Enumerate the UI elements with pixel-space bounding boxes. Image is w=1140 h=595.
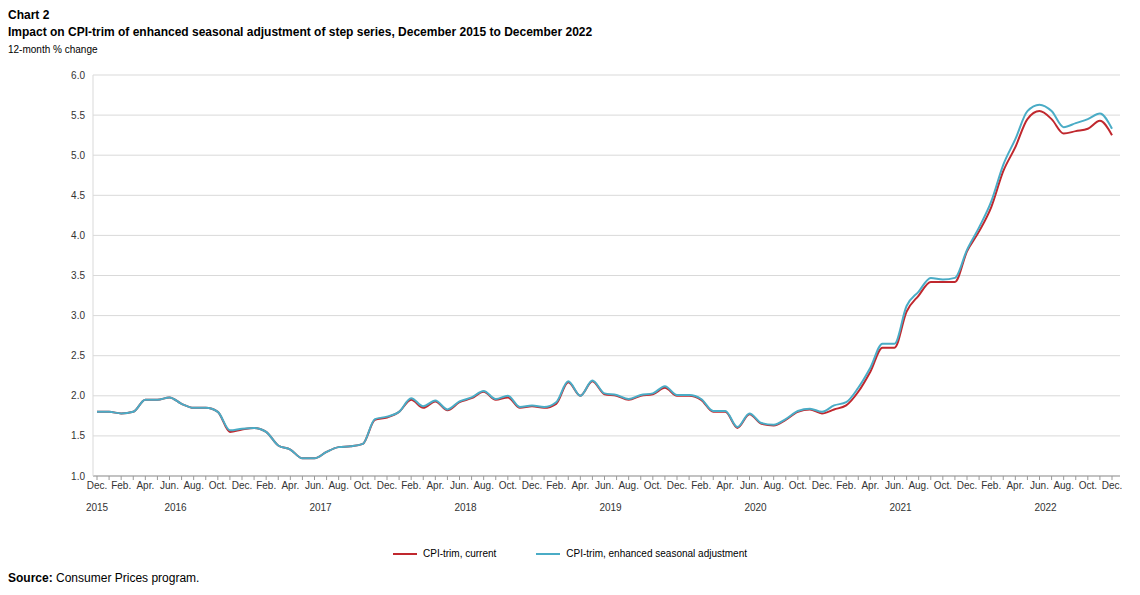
svg-text:Apr.: Apr. [426, 480, 444, 491]
svg-text:Jun.: Jun. [305, 480, 324, 491]
svg-text:Apr.: Apr. [716, 480, 734, 491]
svg-text:Jun.: Jun. [1030, 480, 1049, 491]
svg-text:Jun.: Jun. [160, 480, 179, 491]
svg-text:2.0: 2.0 [71, 390, 85, 401]
html-text:Impact on CPI-trim of enhanced: Impact on CPI-trim of enhanced seasonal … [8, 25, 593, 39]
svg-text:2.5: 2.5 [71, 350, 85, 361]
svg-text:Dec.: Dec. [522, 480, 543, 491]
svg-text:Oct.: Oct. [644, 480, 662, 491]
svg-text:Dec.: Dec. [1102, 480, 1123, 491]
svg-text:Feb.: Feb. [401, 480, 421, 491]
svg-text:Jun.: Jun. [885, 480, 904, 491]
svg-text:3.0: 3.0 [71, 310, 85, 321]
svg-text:2017: 2017 [309, 502, 332, 513]
svg-text:Apr.: Apr. [1006, 480, 1024, 491]
svg-text:Feb.: Feb. [256, 480, 276, 491]
svg-text:Aug.: Aug. [473, 480, 494, 491]
svg-text:Jun.: Jun. [740, 480, 759, 491]
svg-text:1.0: 1.0 [71, 471, 85, 482]
svg-text:2019: 2019 [599, 502, 622, 513]
svg-text:Dec.: Dec. [232, 480, 253, 491]
svg-text:Dec.: Dec. [87, 480, 108, 491]
svg-text:Oct.: Oct. [354, 480, 372, 491]
svg-text:Aug.: Aug. [763, 480, 784, 491]
svg-text:2015: 2015 [86, 502, 109, 513]
svg-text:2018: 2018 [454, 502, 477, 513]
svg-text:2020: 2020 [744, 502, 767, 513]
svg-text:3.5: 3.5 [71, 270, 85, 281]
svg-text:2016: 2016 [164, 502, 187, 513]
svg-text:Dec.: Dec. [377, 480, 398, 491]
svg-text:5.0: 5.0 [71, 150, 85, 161]
svg-text:Jun.: Jun. [450, 480, 469, 491]
svg-text:Dec.: Dec. [957, 480, 978, 491]
svg-text:Aug.: Aug. [328, 480, 349, 491]
html-text:Chart 2: Chart 2 [8, 8, 50, 22]
svg-text:4.5: 4.5 [71, 190, 85, 201]
svg-text:Apr.: Apr. [861, 480, 879, 491]
svg-text:Aug.: Aug. [908, 480, 929, 491]
svg-text:Feb.: Feb. [836, 480, 856, 491]
svg-text:Feb.: Feb. [981, 480, 1001, 491]
svg-text:2021: 2021 [889, 502, 912, 513]
html-text:Source: Consumer Prices progra: Source: Consumer Prices program. [8, 571, 200, 585]
svg-text:Oct.: Oct. [499, 480, 517, 491]
svg-text:Aug.: Aug. [618, 480, 639, 491]
svg-text:Oct.: Oct. [1079, 480, 1097, 491]
svg-text:5.5: 5.5 [71, 110, 85, 121]
svg-text:Feb.: Feb. [111, 480, 131, 491]
html-text:CPI-trim, enhanced seasonal ad: CPI-trim, enhanced seasonal adjustment [566, 548, 747, 559]
svg-text:Oct.: Oct. [934, 480, 952, 491]
svg-text:1.5: 1.5 [71, 430, 85, 441]
svg-text:Apr.: Apr. [281, 480, 299, 491]
svg-text:Oct.: Oct. [789, 480, 807, 491]
svg-text:2022: 2022 [1034, 502, 1057, 513]
svg-text:Aug.: Aug. [183, 480, 204, 491]
svg-text:Jun.: Jun. [595, 480, 614, 491]
svg-text:Feb.: Feb. [691, 480, 711, 491]
svg-text:Apr.: Apr. [136, 480, 154, 491]
svg-text:Dec.: Dec. [667, 480, 688, 491]
svg-text:Dec.: Dec. [812, 480, 833, 491]
svg-text:Aug.: Aug. [1053, 480, 1074, 491]
svg-text:6.0: 6.0 [71, 70, 85, 81]
svg-text:Oct.: Oct. [209, 480, 227, 491]
svg-text:Feb.: Feb. [546, 480, 566, 491]
svg-text:Apr.: Apr. [571, 480, 589, 491]
html-text:CPI-trim, current: CPI-trim, current [423, 548, 497, 559]
html-text:12-month % change: 12-month % change [8, 44, 98, 55]
svg-text:4.0: 4.0 [71, 230, 85, 241]
